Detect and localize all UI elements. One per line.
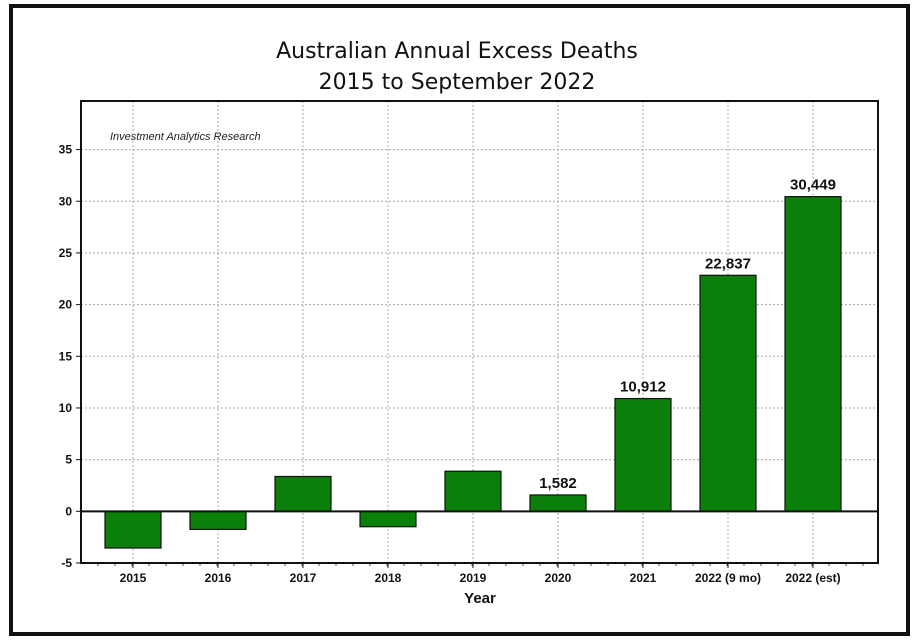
x-tick-label: 2016: [205, 571, 232, 585]
data-label: 30,449: [790, 177, 836, 194]
y-tick-label: -5: [61, 556, 72, 570]
x-tick-label: 2015: [120, 571, 147, 585]
x-tick-label: 2020: [545, 571, 572, 585]
bar-2015: [104, 510, 162, 549]
y-tick-label: 15: [59, 349, 73, 363]
x-tick-label: 2022 (9 mo): [695, 571, 761, 585]
plot-area-border: [80, 100, 879, 564]
chart-subtitle: 2015 to September 2022: [319, 70, 596, 95]
bar-2022-est-: [784, 196, 842, 512]
bar-2020: [529, 494, 587, 512]
data-label: 1,582: [539, 475, 577, 492]
y-tick-label: 0: [65, 504, 72, 518]
y-tick-label: 5: [65, 453, 72, 467]
data-label: 22,837: [705, 255, 751, 272]
y-tick-label: 35: [59, 143, 73, 157]
x-tick-label: 2018: [375, 571, 402, 585]
bar-2019: [444, 470, 502, 512]
chart-title: Australian Annual Excess Deaths: [276, 39, 638, 64]
chart-frame: [9, 4, 910, 636]
chart-annotation: Investment Analytics Research: [110, 131, 261, 143]
y-tick-label: 20: [59, 298, 73, 312]
x-tick-label: 2017: [290, 571, 317, 585]
bar-2022-9-mo-: [699, 274, 757, 512]
bar-2016: [189, 510, 247, 531]
y-tick-label: 30: [59, 194, 73, 208]
x-tick-label: 2021: [630, 571, 657, 585]
x-tick-label: 2019: [460, 571, 487, 585]
bar-2021: [614, 397, 672, 512]
y-tick-label: 10: [59, 401, 73, 415]
bar-2017: [274, 475, 332, 512]
x-axis-label: Year: [464, 590, 496, 607]
bar-2018: [359, 510, 417, 528]
data-label: 10,912: [620, 379, 666, 396]
y-tick-label: 25: [59, 246, 73, 260]
x-tick-label: 2022 (est): [785, 571, 840, 585]
